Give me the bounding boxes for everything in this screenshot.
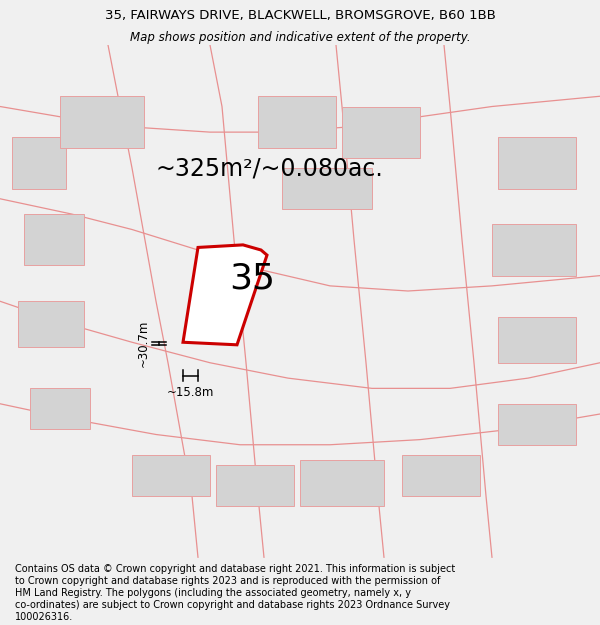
- Polygon shape: [492, 224, 576, 276]
- Polygon shape: [282, 168, 372, 209]
- Polygon shape: [132, 455, 210, 496]
- Text: 35, FAIRWAYS DRIVE, BLACKWELL, BROMSGROVE, B60 1BB: 35, FAIRWAYS DRIVE, BLACKWELL, BROMSGROV…: [104, 9, 496, 22]
- Text: co-ordinates) are subject to Crown copyright and database rights 2023 Ordnance S: co-ordinates) are subject to Crown copyr…: [15, 599, 450, 609]
- Polygon shape: [30, 388, 90, 429]
- Polygon shape: [342, 106, 420, 158]
- Polygon shape: [183, 245, 267, 345]
- Polygon shape: [12, 138, 66, 189]
- Polygon shape: [258, 96, 336, 148]
- Text: Map shows position and indicative extent of the property.: Map shows position and indicative extent…: [130, 31, 470, 44]
- Text: Contains OS data © Crown copyright and database right 2021. This information is : Contains OS data © Crown copyright and d…: [15, 564, 455, 574]
- Polygon shape: [498, 138, 576, 189]
- Polygon shape: [402, 455, 480, 496]
- Text: 35: 35: [230, 261, 275, 295]
- Text: 100026316.: 100026316.: [15, 612, 73, 622]
- Polygon shape: [216, 465, 294, 506]
- Text: ~15.8m: ~15.8m: [167, 386, 214, 399]
- Polygon shape: [24, 214, 84, 266]
- Polygon shape: [498, 317, 576, 362]
- Text: ~325m²/~0.080ac.: ~325m²/~0.080ac.: [156, 156, 384, 180]
- Text: HM Land Registry. The polygons (including the associated geometry, namely x, y: HM Land Registry. The polygons (includin…: [15, 588, 411, 598]
- Polygon shape: [18, 301, 84, 348]
- Polygon shape: [300, 460, 384, 506]
- Text: to Crown copyright and database rights 2023 and is reproduced with the permissio: to Crown copyright and database rights 2…: [15, 576, 440, 586]
- Text: ~30.7m: ~30.7m: [136, 320, 149, 368]
- Polygon shape: [498, 404, 576, 445]
- Polygon shape: [60, 96, 144, 148]
